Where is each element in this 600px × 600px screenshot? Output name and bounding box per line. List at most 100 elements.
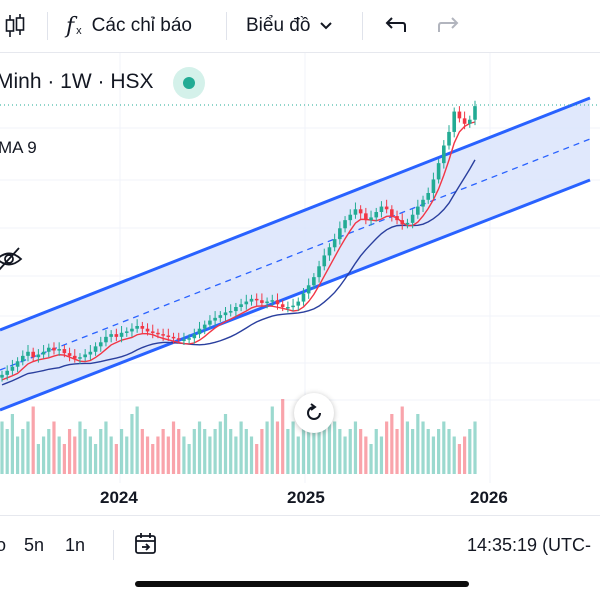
volume-bar xyxy=(255,444,259,474)
candle-body xyxy=(239,304,243,307)
volume-bar xyxy=(431,436,436,474)
hide-eye-icon[interactable] xyxy=(0,244,24,274)
candle-body xyxy=(468,119,472,124)
volume-bar xyxy=(353,421,358,474)
candle-body xyxy=(130,328,134,332)
candle-body xyxy=(379,206,384,212)
bottom-divider xyxy=(113,530,114,560)
chart-type-button[interactable]: Biểu đồ xyxy=(246,0,334,52)
goto-date-icon[interactable] xyxy=(133,531,159,562)
candle-body xyxy=(187,338,191,340)
candle-body xyxy=(457,111,462,119)
volume-bar xyxy=(463,436,467,474)
volume-bar xyxy=(135,406,139,474)
toolbar-divider xyxy=(226,12,227,40)
candle-body xyxy=(114,334,119,337)
channel-upper-line xyxy=(0,96,591,332)
candle-body xyxy=(353,209,358,215)
candle-body xyxy=(286,307,290,309)
volume-bar xyxy=(119,429,124,474)
volume-bar xyxy=(437,429,441,474)
volume-bar xyxy=(177,429,181,474)
candle-body xyxy=(447,131,451,146)
candle-body xyxy=(452,111,457,132)
candle-body xyxy=(280,304,285,307)
candle-body xyxy=(223,312,228,316)
candle-body xyxy=(400,220,405,225)
volume-bar xyxy=(26,421,30,474)
volume-bar xyxy=(447,429,451,474)
candle-body xyxy=(405,222,410,225)
candle-body xyxy=(416,206,420,215)
candle-body xyxy=(384,206,389,210)
reset-chart-button[interactable] xyxy=(294,393,334,433)
fx-icon-subscript: x xyxy=(76,25,82,37)
chart-canvas[interactable] xyxy=(0,53,600,515)
redo-button[interactable] xyxy=(437,0,461,52)
volume-bar xyxy=(317,429,321,474)
price-chart[interactable] xyxy=(0,53,600,515)
candle-body xyxy=(145,328,150,332)
volume-bar xyxy=(442,421,446,474)
range-button-clipped[interactable]: o xyxy=(0,535,7,555)
volume-bar xyxy=(130,414,134,474)
volume-bar xyxy=(468,429,472,474)
candle-body xyxy=(317,266,321,278)
volume-bar xyxy=(88,436,92,474)
candles-icon[interactable] xyxy=(4,0,26,52)
indicators-button[interactable]: f x Các chỉ báo xyxy=(66,0,192,52)
undo-button[interactable] xyxy=(383,0,407,52)
candle-body xyxy=(306,285,311,294)
volume-bar xyxy=(338,429,342,474)
volume-bar xyxy=(67,429,72,474)
candle-body xyxy=(332,239,337,248)
market-status-indicator[interactable] xyxy=(173,67,205,99)
volume-bar xyxy=(104,421,108,474)
candle-body xyxy=(46,347,51,352)
volume-bar xyxy=(229,429,233,474)
candle-body xyxy=(462,118,467,124)
candle-body xyxy=(67,353,72,356)
candle-body xyxy=(358,209,363,214)
chart-type-label: Biểu đồ xyxy=(246,15,311,36)
volume-bar xyxy=(52,421,56,474)
symbol-legend[interactable]: Minh · 1W · HSX xyxy=(0,70,154,93)
reset-icon xyxy=(307,403,321,420)
clock-time[interactable]: 14:35:19 (UTC- xyxy=(467,535,592,555)
range-button-1n[interactable]: 1n xyxy=(65,535,86,555)
candle-body xyxy=(10,366,15,371)
volume-bar xyxy=(281,399,285,474)
candle-body xyxy=(395,216,399,221)
candle-body xyxy=(83,354,87,358)
volume-bar xyxy=(416,414,420,474)
indicators-label: Các chỉ báo xyxy=(91,15,192,36)
undo-icon xyxy=(385,17,406,32)
candle-body xyxy=(249,298,254,302)
candle-body xyxy=(426,193,431,200)
volume-bar xyxy=(379,436,384,474)
candle-body xyxy=(182,339,186,342)
candle-body xyxy=(431,179,436,193)
candle-body xyxy=(192,334,197,339)
volume-bar xyxy=(260,429,264,474)
candle-body xyxy=(275,300,280,305)
volume-bar xyxy=(125,436,129,474)
candle-body xyxy=(93,346,98,352)
volume-bar xyxy=(0,421,4,474)
volume-bar xyxy=(151,444,155,474)
volume-bar xyxy=(385,421,389,474)
candle-body xyxy=(244,301,249,305)
volume-bar xyxy=(333,421,337,474)
candle-body xyxy=(26,351,30,356)
candle-body xyxy=(442,145,446,164)
volume-bar xyxy=(57,436,61,474)
candle-body xyxy=(213,317,217,321)
ma-legend[interactable]: MA 9 xyxy=(0,138,37,157)
volume-bar xyxy=(114,444,118,474)
range-button-5n[interactable]: 5n xyxy=(24,535,45,555)
candle-body xyxy=(291,305,295,308)
candle-body xyxy=(109,334,113,337)
volume-bar xyxy=(249,436,254,474)
volume-bar xyxy=(192,429,196,474)
volume-bar xyxy=(83,429,87,474)
